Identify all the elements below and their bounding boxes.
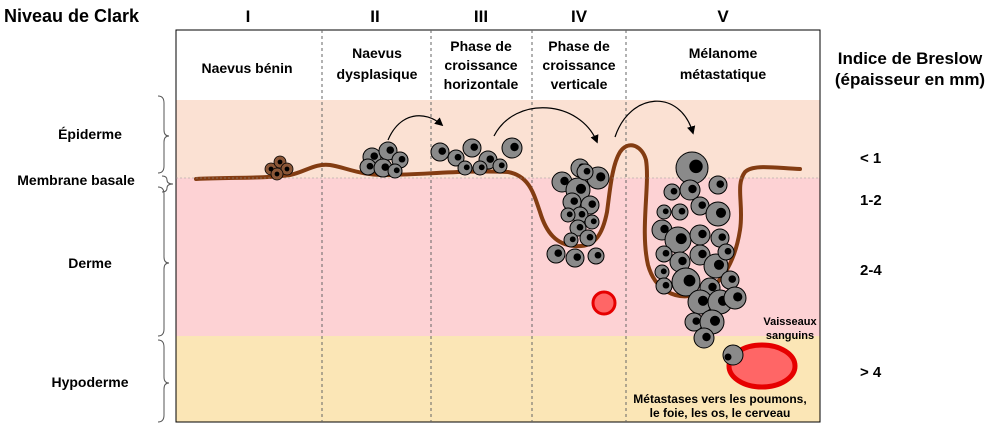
tumor-cell [501,137,523,159]
tumor-cell [373,158,393,178]
clark-level-5: V [717,7,729,26]
stage-separators [321,30,627,422]
tumor-cell [679,179,701,201]
tumor-cell [675,151,709,185]
tumor-cell [546,244,566,264]
stage-title-4-line2: croissance [542,57,615,73]
blood-vessel-large [726,342,798,390]
bracket-membrane [161,175,174,193]
vertical-growth-cluster [546,158,610,268]
tumor-cell [584,214,600,230]
layer-label-epiderme: Épiderme [58,126,122,142]
stage-title-2-line1: Naevus [352,45,402,61]
progression-arrow-2-3 [387,115,444,141]
vessels-label-line1: Vaisseaux [763,316,817,328]
tumor-cell [669,251,691,273]
clark-level-3: III [474,7,488,26]
tumor-cell [690,196,710,216]
tumor-cell [671,267,701,297]
tumor-cell [705,201,731,227]
tumor-cell [654,264,670,280]
metastases-label-line1: Métastases vers les poumons, [633,392,806,406]
tumor-cell [703,253,729,279]
benign-nevus-cluster [264,155,294,181]
breslow-value-3: 2-4 [860,262,882,279]
tumor-cell [671,203,689,221]
breslow-title-line2: (épaisseur en mm) [835,70,985,89]
diagram-frame [175,29,821,423]
breslow-title-line1: Indice de Breslow [838,49,983,68]
basement-membrane [194,143,802,299]
layer-label-hypoderme: Hypoderme [51,374,128,390]
tumor-cell [472,160,488,176]
tumor-cell [723,286,747,310]
clark-level-1: I [246,7,251,26]
stage-title-3-line2: croissance [444,57,517,73]
metastases-label-line2: le foie, les os, le cerveau [650,406,791,420]
clark-levels: I II III IV V [246,7,730,26]
tumor-cell [560,207,576,223]
tumor-cell [462,138,482,158]
vessels-label-line2: sanguins [766,330,814,342]
tumor-cell [359,158,377,176]
bracket-epiderme [157,95,170,174]
clark-title: Niveau de Clark [4,6,140,26]
stage-title-4-line3: verticale [551,76,608,92]
progression-arrows [387,100,696,144]
tumor-cell [720,270,740,290]
bracket-hypoderme [157,339,170,423]
tumor-cell [579,229,597,247]
progression-arrow-4-5 [614,100,696,138]
breslow-value-4: > 4 [860,364,882,381]
tumor-cell [656,204,672,220]
tumor-cell [687,289,713,315]
tumor-cell [576,163,594,181]
stage-title-4-line1: Phase de [548,38,610,54]
stage-title-3-line1: Phase de [450,38,512,54]
breslow-values: < 1 1-2 2-4 > 4 [860,150,882,381]
tumor-cell [447,149,465,167]
tumor-cell [587,247,605,265]
stage-title-3-line3: horizontale [444,76,519,92]
tumor-cell [684,312,704,332]
tumor-cell [717,243,735,261]
stage-title-2-line2: dysplasique [337,66,418,82]
horizontal-growth-cluster [430,137,523,176]
tumor-cell [693,327,715,349]
layer-label-membrane: Membrane basale [17,172,135,188]
hypodermis-layer [176,336,820,422]
clark-level-4: IV [571,7,588,26]
stage-title-1: Naevus bénin [201,60,292,76]
tumor-cell [492,158,508,174]
stage-title-5-line1: Mélanome [689,45,758,61]
tumor-cell [655,245,673,263]
tumor-cell [562,192,582,212]
breslow-value-1: < 1 [860,150,881,167]
tumor-cell [387,163,403,179]
tumor-cell [430,142,450,162]
metastatic-cell-in-vessel [722,344,744,366]
tumor-cell [708,175,728,195]
breslow-value-2: 1-2 [860,192,882,209]
layer-brackets [157,95,174,423]
stage-titles: Naevus bénin Naevus dysplasique Phase de… [201,38,766,92]
blood-vessel-small [591,290,617,316]
dysplastic-nevus-cluster [359,141,409,179]
tumor-cell [565,248,585,268]
bracket-derme [157,186,170,337]
tumor-cell [689,244,711,266]
stage-title-5-line2: métastatique [680,66,767,82]
metastatic-melanoma-cluster [651,151,747,349]
layer-label-derme: Derme [68,255,112,271]
tumor-cell [689,224,711,246]
tumor-cell [655,277,673,295]
clark-level-2: II [370,7,379,26]
tumor-cell [457,160,473,176]
tumor-cell [563,232,579,248]
tumor-cell [663,183,681,201]
progression-arrow-3-4 [493,107,599,144]
